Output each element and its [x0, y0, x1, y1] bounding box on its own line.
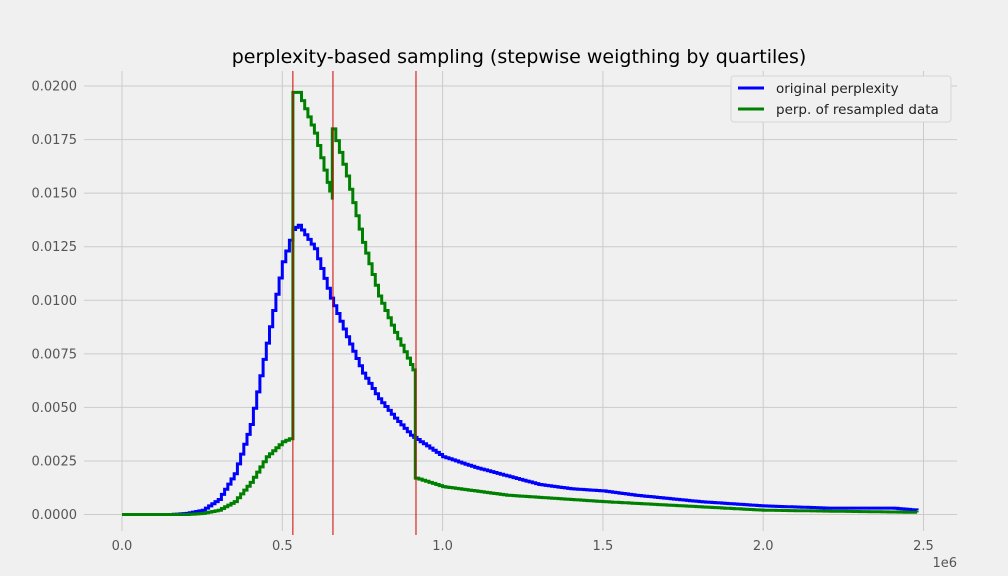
y-tick-label: 0.0200: [32, 80, 78, 95]
y-tick-label: 0.0025: [32, 454, 78, 469]
x-offset-label: 1e6: [932, 556, 957, 571]
y-tick-label: 0.0125: [32, 240, 78, 255]
y-tick-label: 0.0075: [32, 347, 78, 362]
series-line-1: [122, 90, 919, 516]
series-line-0: [122, 223, 919, 516]
x-tick-label: 0.5: [272, 539, 293, 554]
grid: [84, 71, 957, 531]
y-tick-label: 0.0000: [32, 508, 78, 523]
plot-area: [122, 90, 919, 516]
y-tick-label: 0.0175: [32, 133, 78, 148]
x-tick-label: 1.5: [593, 539, 614, 554]
chart-title: perplexity-based sampling (stepwise weig…: [232, 46, 807, 68]
y-tick-label: 0.0100: [32, 294, 78, 309]
y-tick-label: 0.0150: [32, 187, 78, 202]
y-tick-label: 0.0050: [32, 401, 78, 416]
x-axis: 0.0 0.5 1.0 1.5 2.0 2.5: [112, 539, 934, 554]
legend-item-resampled: perp. of resampled data: [776, 102, 939, 118]
x-tick-label: 2.5: [913, 539, 934, 554]
quartile-lines: [292, 71, 417, 535]
x-tick-label: 0.0: [112, 539, 133, 554]
legend-item-original: original perplexity: [776, 81, 899, 97]
y-axis: 0.0000 0.0025 0.0050 0.0075 0.0100 0.0125 0.01…: [32, 80, 78, 524]
x-tick-label: 1.0: [432, 539, 453, 554]
legend: original perplexity perp. of resampled d…: [730, 75, 952, 123]
x-tick-label: 2.0: [753, 539, 774, 554]
legend-box: [730, 75, 952, 123]
